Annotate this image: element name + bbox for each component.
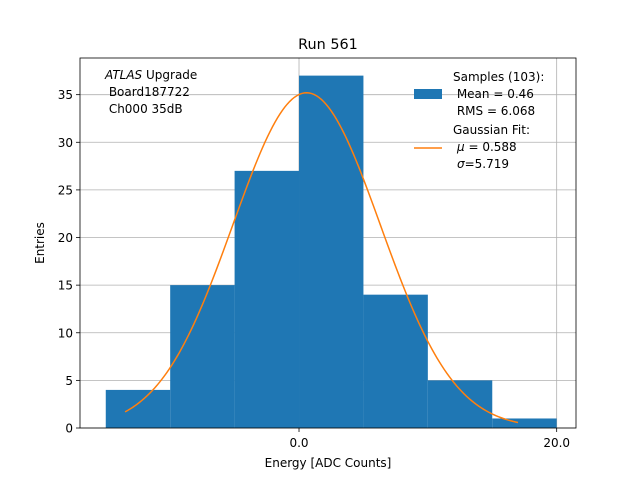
upgrade-label: Upgrade xyxy=(142,68,197,82)
chart-title: Run 561 xyxy=(298,37,358,53)
legend-fit-header: Gaussian Fit: xyxy=(453,123,530,137)
x-axis-ticks: 0.0 20.0 xyxy=(289,428,570,450)
legend-fit-sigma: σ=5.719 xyxy=(457,157,509,171)
legend-fit-mu: μ = 0.588 xyxy=(456,140,517,154)
y-axis-ticks: 0 5 10 15 20 25 30 35 xyxy=(58,88,80,436)
histogram-bar xyxy=(170,285,235,428)
y-tick-label: 35 xyxy=(58,88,73,102)
y-tick-label: 0 xyxy=(65,422,73,436)
y-tick-label: 10 xyxy=(58,326,73,340)
y-tick-label: 5 xyxy=(65,374,73,388)
x-tick-label: 0.0 xyxy=(289,436,308,450)
histogram-bar xyxy=(427,380,493,428)
y-tick-label: 20 xyxy=(58,231,73,245)
legend: Samples (103): Mean = 0.46 RMS = 6.068 G… xyxy=(414,70,544,171)
legend-samples-header: Samples (103): xyxy=(453,70,544,84)
y-tick-label: 15 xyxy=(58,279,73,293)
histogram-bars xyxy=(105,75,557,428)
histogram-bar xyxy=(234,170,300,428)
sigma-value: =5.719 xyxy=(465,157,509,171)
histogram-bar xyxy=(492,418,557,428)
y-tick-label: 30 xyxy=(58,136,73,150)
histogram-bar xyxy=(105,389,171,428)
y-axis-label: Entries xyxy=(33,222,47,264)
y-tick-label: 25 xyxy=(58,183,73,197)
histogram-bar xyxy=(299,75,364,428)
mu-symbol: μ xyxy=(456,140,465,154)
legend-samples-mean: Mean = 0.46 xyxy=(453,87,534,101)
sigma-symbol: σ xyxy=(457,157,465,171)
histogram-bar xyxy=(363,294,428,428)
plot-frame xyxy=(79,57,577,429)
annotation-atlas-line: ATLAS Upgrade xyxy=(104,68,197,82)
legend-samples-swatch xyxy=(414,89,442,99)
legend-samples-rms: RMS = 6.068 xyxy=(453,104,535,118)
mu-value: = 0.588 xyxy=(465,140,517,154)
atlas-label: ATLAS xyxy=(104,68,143,82)
gaussian-fit-curve xyxy=(124,92,519,424)
annotation-board: Board187722 xyxy=(105,85,190,99)
x-tick-label: 20.0 xyxy=(543,436,570,450)
x-axis-label: Energy [ADC Counts] xyxy=(265,456,392,470)
annotation-channel: Ch000 35dB xyxy=(105,102,183,116)
